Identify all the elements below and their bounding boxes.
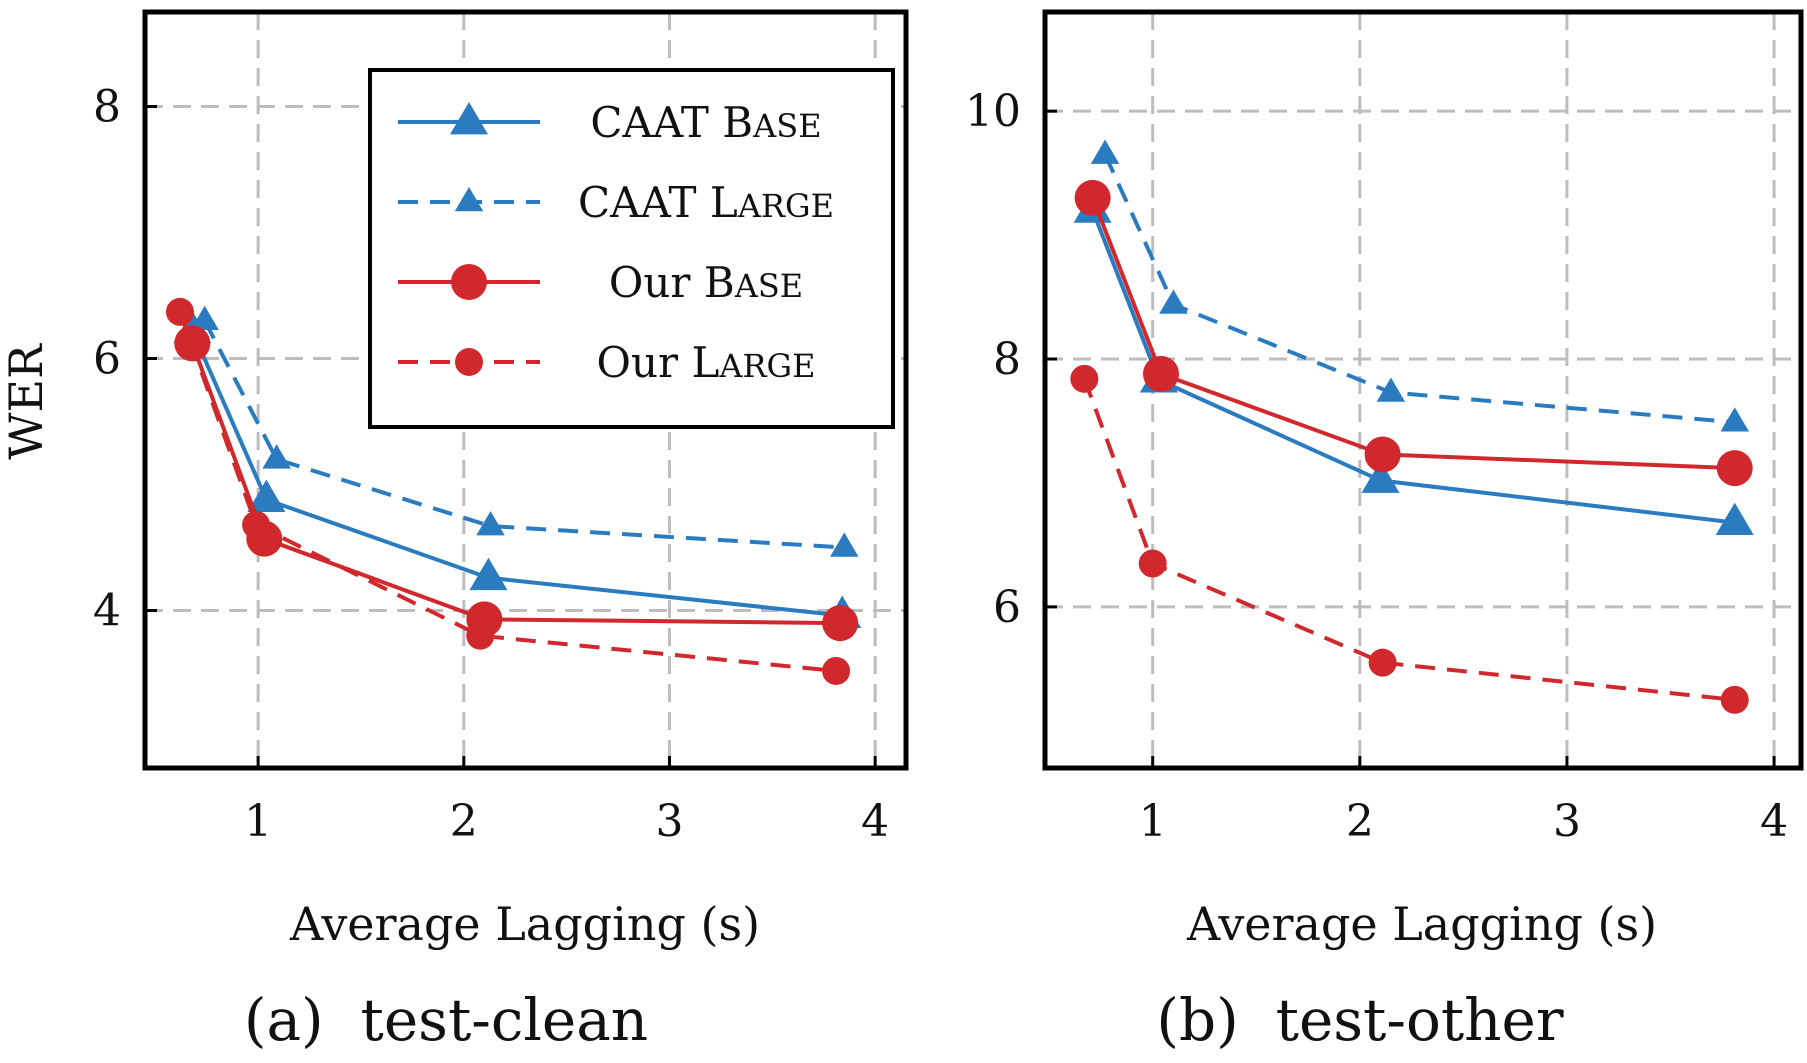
legend-marker-caat-base: [450, 102, 488, 135]
data-point-caat-large: [1090, 139, 1120, 164]
x-tick-label: 4: [1760, 796, 1788, 847]
x-tick-label: 1: [244, 796, 272, 847]
x-tick-label: 3: [655, 796, 683, 847]
data-point-caat-large: [1376, 377, 1406, 402]
series-line-caat-base: [190, 329, 843, 618]
x-axis-label: Average Lagging (s): [1186, 897, 1657, 951]
series-line-our-base: [1090, 197, 1735, 471]
series-line-our-large: [1082, 378, 1735, 702]
data-point-caat-large: [262, 444, 291, 469]
data-point-our-large: [1368, 648, 1397, 677]
y-axis-label: WER: [0, 343, 53, 460]
data-point-our-base: [1716, 450, 1753, 487]
series-line-caat-base: [1090, 209, 1735, 525]
y-tick-label: 4: [93, 586, 121, 637]
data-point-caat-large: [1720, 407, 1749, 432]
data-point-our-large: [822, 656, 851, 685]
legend-marker-caat-large: [454, 187, 484, 212]
tick-labels: 1 2 3 4 4 6 8: [93, 82, 889, 848]
data-point-caat-large: [1159, 289, 1188, 314]
data-point-our-base: [1364, 436, 1401, 473]
data-point-caat-base: [247, 479, 286, 513]
legend: CAAT BASE CAAT LARGE Our BASE Our LARGE: [368, 68, 895, 429]
x-tick-label: 1: [1139, 796, 1167, 847]
data-point-caat-large: [830, 532, 859, 557]
y-tick-label: 6: [993, 582, 1021, 633]
data-point-caat-base: [469, 557, 508, 591]
data-point-our-large: [165, 297, 194, 326]
plot-frame: [142, 9, 909, 771]
y-tick-label: 8: [93, 82, 121, 133]
legend-label-caat-large: CAAT LARGE: [578, 178, 834, 227]
data-point-our-large: [242, 510, 271, 539]
x-tick-label: 3: [1553, 796, 1581, 847]
data-point-our-base: [1074, 179, 1111, 216]
series-line-caat-large: [202, 319, 845, 550]
data-point-caat-base: [1715, 502, 1754, 536]
x-tick-label: 2: [1346, 796, 1374, 847]
panel-caption: (a) test-clean: [244, 986, 648, 1054]
series-marks: [1070, 139, 1754, 714]
series-line-caat-large: [1103, 153, 1735, 425]
y-tick-label: 6: [93, 334, 121, 385]
series-line-our-large: [178, 311, 837, 673]
series-marks: [165, 297, 862, 685]
x-axis-label: Average Lagging (s): [289, 897, 760, 951]
y-tick-label: 8: [993, 334, 1021, 385]
legend-marker-our-base: [451, 264, 487, 300]
data-point-our-large: [466, 621, 495, 650]
data-point-caat-base: [1361, 460, 1400, 493]
x-tick-label: 2: [450, 796, 478, 847]
plot-frame: [1042, 9, 1804, 771]
legend-label-our-large: Our LARGE: [597, 338, 816, 387]
legend-marker-our-large: [455, 348, 483, 376]
data-point-caat-large: [190, 305, 219, 330]
grid-lines: [1045, 12, 1801, 768]
tick-labels: 1 2 3 4 6 8 10: [965, 86, 1788, 847]
data-point-our-large: [1138, 549, 1167, 578]
panel-caption: (b) test-other: [1156, 986, 1563, 1054]
series-line-our-base: [190, 342, 841, 626]
y-tick-label: 10: [965, 86, 1021, 137]
data-point-our-base: [1142, 355, 1179, 392]
legend-label-caat-base: CAAT BASE: [590, 98, 821, 147]
data-point-caat-large: [476, 511, 505, 536]
legend-label-our-base: Our BASE: [609, 258, 803, 307]
chart-panel-test-other: 1 2 3 4 6 8 10 Average Lagging (s) (b) test-ot…: [965, 9, 1804, 1054]
data-point-our-large: [1720, 685, 1749, 714]
x-tick-label: 4: [861, 796, 889, 847]
data-point-our-base: [822, 605, 859, 642]
data-point-our-large: [1070, 364, 1099, 393]
